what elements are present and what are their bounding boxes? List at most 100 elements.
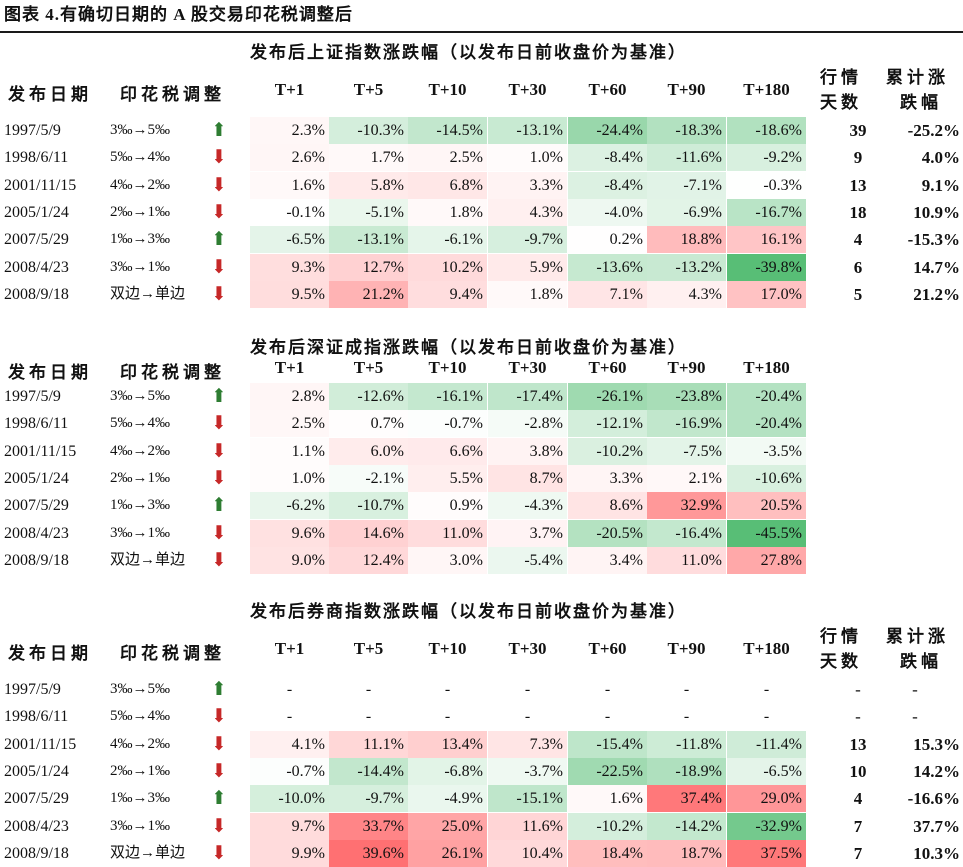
header-period: T+5 <box>353 639 384 658</box>
return-cell: 5.9% <box>488 253 567 281</box>
return-cell: 37.4% <box>647 785 726 813</box>
header-period: T+1 <box>274 80 305 99</box>
return-cell: 10.4% <box>488 839 567 867</box>
return-cell: -16.7% <box>727 198 806 226</box>
return-cell: - <box>763 708 770 726</box>
return-cell: -10.2% <box>568 437 647 465</box>
return-cell: 9.4% <box>408 280 487 308</box>
table-row: 2001/11/15 4‰→2‰ ⬇ 4.1% 11.1% 13.4% 7.3% -15.4%… <box>0 730 963 758</box>
table-row: 2008/9/18 双边→单边 ⬇ 9.5% 21.2% 9.4% 1.8% 7.1% 4.3%… <box>0 280 963 308</box>
header-days-line1: 行情 <box>820 627 862 646</box>
header-period: T+60 <box>588 639 627 658</box>
return-cell: -18.3% <box>647 117 726 144</box>
header-period: T+1 <box>274 358 305 377</box>
arrow-down-icon: ⬇ <box>211 815 227 837</box>
return-cell: 18.7% <box>647 839 726 867</box>
row-trend-days: 4 <box>853 230 863 250</box>
row-trend-days: 9 <box>853 148 863 168</box>
return-cell: - <box>286 681 293 698</box>
return-cell: -7.5% <box>647 437 726 465</box>
return-cell: -3.5% <box>727 437 806 465</box>
row-tax-adjustment: 3‰→5‰ <box>110 681 170 697</box>
row-cumulative-return: 15.3% <box>913 734 960 754</box>
row-date: 1998/6/11 <box>4 415 69 433</box>
row-cumulative-return: 9.1% <box>921 175 960 195</box>
row-date: 2001/11/15 <box>4 735 77 753</box>
return-cell: -26.1% <box>568 383 647 410</box>
return-cell: -6.1% <box>408 226 487 254</box>
return-cell: - <box>683 681 690 698</box>
arrow-down-icon: ⬇ <box>211 467 227 489</box>
return-cell: 1.8% <box>408 198 487 226</box>
row-tax-adjustment: 双边→单边 <box>110 844 186 861</box>
row-trend-days: 4 <box>853 789 863 809</box>
row-tax-adjustment: 1‰→3‰ <box>110 790 170 807</box>
table-row: 2005/1/24 2‰→1‰ ⬇ 1.0% -2.1% 5.5% 8.7% 3.3% 2.1%… <box>0 464 963 492</box>
return-cell: -0.7% <box>250 757 329 785</box>
arrow-down-icon: ⬇ <box>211 413 227 435</box>
row-date: 2001/11/15 <box>4 176 77 194</box>
return-cell: -6.5% <box>727 757 806 785</box>
return-cell: -11.6% <box>647 144 726 172</box>
return-cell: 25.0% <box>408 812 487 840</box>
return-cell: -10.6% <box>727 464 806 492</box>
return-cell: -15.4% <box>568 730 647 758</box>
return-cell: 1.7% <box>329 144 408 172</box>
table-row: 2008/4/23 3‰→1‰ ⬇ 9.7% 33.7% 25.0% 11.6% -10.2%… <box>0 812 963 840</box>
return-cell: -23.8% <box>647 383 726 410</box>
return-cell: 3.3% <box>488 171 567 199</box>
return-cell: -6.9% <box>647 198 726 226</box>
return-cell: 0.7% <box>329 410 408 438</box>
return-cell: 17.0% <box>727 280 806 308</box>
header-period: T+10 <box>428 358 467 377</box>
return-cell: 2.6% <box>250 144 329 172</box>
return-cell: 3.4% <box>568 546 647 574</box>
arrow-down-icon: ⬇ <box>211 706 227 728</box>
return-cell: 5.5% <box>408 464 487 492</box>
return-cell: -8.4% <box>568 171 647 199</box>
table-row: 1998/6/11 5‰→4‰ ⬇ - - - - - - - - - <box>0 703 963 730</box>
return-cell: - <box>604 708 611 726</box>
row-trend-days: 6 <box>853 257 863 277</box>
return-cell: -13.1% <box>488 117 567 144</box>
header-cum-line1: 累计涨 <box>886 68 949 87</box>
row-date: 2008/9/18 <box>4 285 69 303</box>
row-date: 2005/1/24 <box>4 203 69 221</box>
return-cell: 27.8% <box>727 546 806 574</box>
row-tax-adjustment: 4‰→2‰ <box>110 735 170 752</box>
header-period: T+90 <box>667 639 706 658</box>
return-cell: -0.1% <box>250 198 329 226</box>
arrow-down-icon: ⬇ <box>211 760 227 782</box>
return-cell: -12.6% <box>329 383 408 410</box>
return-cell: 4.3% <box>647 280 726 308</box>
return-cell: - <box>763 681 770 698</box>
return-cell: -9.2% <box>727 144 806 172</box>
table-row: 2007/5/29 1‰→3‰ ⬆ -6.2% -10.7% 0.9% -4.3% 8.6% 3… <box>0 492 963 520</box>
return-cell: - <box>524 681 531 698</box>
table-row: 1997/5/9 3‰→5‰ ⬆ 2.3% -10.3% -14.5% -13.1% -24.… <box>0 117 963 144</box>
arrow-down-icon: ⬇ <box>211 256 227 278</box>
return-cell: -22.5% <box>568 757 647 785</box>
return-cell: 12.4% <box>329 546 408 574</box>
table-row: 1998/6/11 5‰→4‰ ⬇ 2.6% 1.7% 2.5% 1.0% -8.4% -11.… <box>0 144 963 172</box>
arrow-up-icon: ⬆ <box>211 495 227 517</box>
return-cell: -14.4% <box>329 757 408 785</box>
header-period: T+180 <box>743 80 790 99</box>
header-cum-line2: 跌幅 <box>900 93 942 112</box>
return-cell: 0.2% <box>568 226 647 254</box>
return-cell: -9.7% <box>488 226 567 254</box>
row-tax-adjustment: 3‰→5‰ <box>110 388 170 404</box>
return-cell: 7.1% <box>568 280 647 308</box>
row-tax-adjustment: 3‰→1‰ <box>110 524 170 541</box>
arrow-down-icon: ⬇ <box>211 147 227 169</box>
header-date: 发布日期 <box>8 363 92 382</box>
table-row: 1997/5/9 3‰→5‰ ⬆ - - - - - - - - - <box>0 676 963 703</box>
return-cell: -15.1% <box>488 785 567 813</box>
arrow-down-icon: ⬇ <box>211 174 227 196</box>
header-cum-line2: 跌幅 <box>900 652 942 671</box>
row-date: 1998/6/11 <box>4 708 69 726</box>
return-cell: 16.1% <box>727 226 806 254</box>
return-cell: 3.3% <box>568 464 647 492</box>
return-cell: - <box>604 681 611 698</box>
return-cell: 2.1% <box>647 464 726 492</box>
